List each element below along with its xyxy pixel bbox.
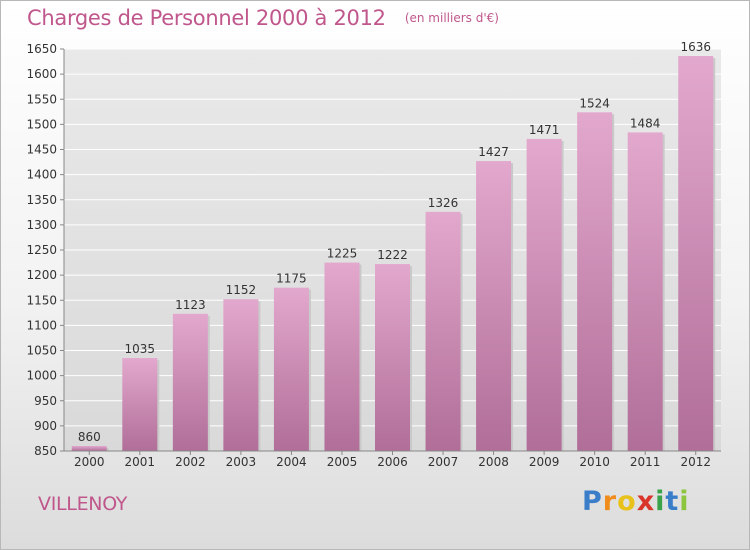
x-tick-label-2011: 2011 bbox=[630, 455, 661, 469]
y-tick-label: 950 bbox=[34, 394, 57, 408]
data-label-2000: 860 bbox=[78, 430, 101, 444]
logo-letter: P bbox=[582, 486, 603, 517]
y-tick-label: 1550 bbox=[26, 92, 57, 106]
data-label-2012: 1636 bbox=[680, 40, 711, 54]
y-tick-label: 1250 bbox=[26, 243, 57, 257]
y-tick-label: 1500 bbox=[26, 117, 57, 131]
bar-2006 bbox=[375, 264, 410, 451]
y-tick-label: 850 bbox=[34, 444, 57, 458]
data-label-2011: 1484 bbox=[630, 116, 661, 130]
y-tick-label: 1650 bbox=[26, 42, 57, 56]
bar-2012 bbox=[678, 56, 714, 451]
y-tick-label: 900 bbox=[34, 419, 57, 433]
bar-2011 bbox=[627, 132, 663, 452]
data-label-2008: 1427 bbox=[478, 145, 509, 159]
bar-2001 bbox=[122, 358, 158, 451]
bar-2003 bbox=[223, 299, 259, 451]
logo-letter: o bbox=[617, 486, 637, 517]
bar-2009 bbox=[526, 138, 562, 451]
x-tick-label-2005: 2005 bbox=[327, 455, 358, 469]
bar-2002 bbox=[172, 313, 208, 451]
proxiti-logo: Proxiti bbox=[582, 486, 690, 517]
y-tick-label: 1350 bbox=[26, 193, 57, 207]
bar-2005 bbox=[324, 262, 360, 451]
y-tick-label: 1450 bbox=[26, 143, 57, 157]
x-tick-label-2000: 2000 bbox=[74, 455, 105, 469]
x-axis: 2000 2001 2002 2003 2004 2005 2006 2007 2008 2009… bbox=[64, 450, 721, 469]
data-label-2006: 1222 bbox=[377, 248, 408, 262]
bar-2010 bbox=[577, 112, 613, 451]
y-tick-label: 1400 bbox=[26, 168, 57, 182]
y-tick-label: 1050 bbox=[26, 344, 57, 358]
data-label-2010: 1524 bbox=[579, 96, 610, 110]
data-label-2004: 1175 bbox=[276, 272, 307, 286]
y-axis: 850 900 950 1000 1050 1100 1150 1200 1250 1300 135… bbox=[26, 42, 65, 458]
x-tick-label-2009: 2009 bbox=[529, 455, 560, 469]
y-tick-label: 1100 bbox=[26, 318, 57, 332]
data-label-2003: 1152 bbox=[226, 283, 257, 297]
chart-title-row: Charges de Personnel 2000 à 2012 (en mil… bbox=[27, 6, 499, 30]
data-label-2009: 1471 bbox=[529, 123, 560, 137]
x-tick-label-2001: 2001 bbox=[125, 455, 156, 469]
logo-letter: i bbox=[655, 486, 666, 517]
data-label-2001: 1035 bbox=[125, 342, 156, 356]
x-tick-label-2007: 2007 bbox=[428, 455, 459, 469]
data-labels: 860 1035 1123 1152 1175 1225 1222 1326 1427 1471 1… bbox=[78, 40, 711, 444]
y-tick-label: 1200 bbox=[26, 268, 57, 282]
x-tick-label-2004: 2004 bbox=[276, 455, 307, 469]
y-tick-label: 1000 bbox=[26, 369, 57, 383]
place-name: VILLENOY bbox=[38, 493, 128, 515]
bar-2008 bbox=[476, 161, 512, 451]
bar-2007 bbox=[425, 211, 461, 451]
y-tick-label: 1150 bbox=[26, 293, 57, 307]
bar-2004 bbox=[273, 287, 309, 451]
logo-letter: r bbox=[602, 486, 618, 517]
chart-title: Charges de Personnel 2000 à 2012 bbox=[27, 6, 386, 30]
y-tick-label: 1300 bbox=[26, 218, 57, 232]
data-label-2005: 1225 bbox=[327, 247, 358, 261]
x-tick-label-2008: 2008 bbox=[478, 455, 509, 469]
logo-letter: t bbox=[665, 486, 680, 517]
x-tick-label-2002: 2002 bbox=[175, 455, 206, 469]
x-tick-label-2006: 2006 bbox=[377, 455, 408, 469]
data-label-2007: 1326 bbox=[428, 196, 459, 210]
logo-letter: x bbox=[636, 486, 656, 517]
y-tick-label: 1600 bbox=[26, 67, 57, 81]
bars bbox=[71, 56, 716, 452]
data-label-2002: 1123 bbox=[175, 298, 206, 312]
x-tick-label-2003: 2003 bbox=[226, 455, 257, 469]
x-tick-label-2010: 2010 bbox=[579, 455, 610, 469]
chart-subtitle: (en milliers d'€) bbox=[404, 11, 499, 25]
bar-2000 bbox=[71, 445, 107, 451]
logo-letter: i bbox=[679, 486, 690, 517]
x-tick-label-2012: 2012 bbox=[680, 455, 711, 469]
